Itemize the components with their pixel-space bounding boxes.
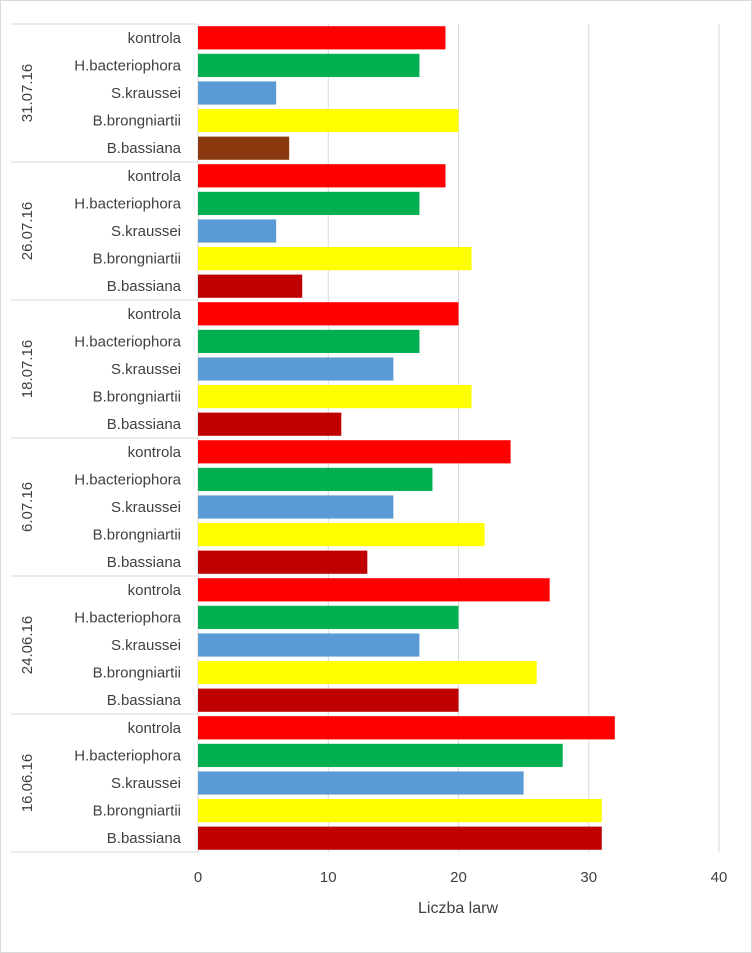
- category-label: kontrola: [128, 444, 182, 461]
- category-label: B.brongniartii: [93, 389, 181, 406]
- bar: [198, 247, 472, 271]
- bar: [198, 523, 485, 547]
- bar: [198, 605, 459, 629]
- category-label: B.brongniartii: [93, 113, 181, 130]
- category-label: H.bacteriophora: [74, 195, 181, 212]
- group-date-label: 18.07.16: [19, 340, 36, 398]
- bar: [198, 219, 277, 243]
- x-tick-label: 30: [580, 869, 597, 886]
- category-label: H.bacteriophora: [74, 333, 181, 350]
- bar: [198, 412, 342, 436]
- category-label: H.bacteriophora: [74, 471, 181, 488]
- bar: [198, 440, 511, 464]
- category-label: S.kraussei: [111, 361, 181, 378]
- category-label: S.kraussei: [111, 85, 181, 102]
- bar: [198, 495, 394, 519]
- bar: [198, 81, 277, 105]
- bar: [198, 771, 524, 795]
- bar: [198, 550, 368, 574]
- group-date-label: 31.07.16: [19, 64, 36, 122]
- bar: [198, 357, 394, 381]
- category-label: kontrola: [128, 306, 182, 323]
- category-label: B.bassiana: [107, 554, 182, 571]
- bar: [198, 53, 420, 77]
- bar: [198, 164, 446, 188]
- category-label: B.bassiana: [107, 416, 182, 433]
- category-label: H.bacteriophora: [74, 57, 181, 74]
- x-tick-label: 40: [711, 869, 728, 886]
- category-label: kontrola: [128, 30, 182, 47]
- category-labels: kontrola H.bacteriophora S.kraussei B.brong…: [74, 30, 181, 847]
- category-label: B.brongniartii: [93, 251, 181, 268]
- category-label: kontrola: [128, 720, 182, 737]
- bar: [198, 136, 290, 160]
- category-label: S.kraussei: [111, 223, 181, 240]
- category-label: B.bassiana: [107, 278, 182, 295]
- bar: [198, 329, 420, 353]
- bar: [198, 661, 537, 685]
- x-axis-ticks: 0 10 20 30 40: [194, 869, 728, 886]
- category-label: B.bassiana: [107, 830, 182, 847]
- category-label: B.bassiana: [107, 692, 182, 709]
- bar: [198, 467, 433, 491]
- category-label: B.bassiana: [107, 140, 182, 157]
- x-tick-label: 0: [194, 869, 202, 886]
- category-label: H.bacteriophora: [74, 609, 181, 626]
- bar: [198, 826, 602, 850]
- bar: [198, 688, 459, 712]
- x-tick-label: 20: [450, 869, 467, 886]
- group-date-label: 24.06.16: [19, 616, 36, 674]
- bar: [198, 109, 459, 133]
- group-labels: 31.07.16 26.07.16 18.07.16 6.07.16 24.06.16 1…: [19, 64, 36, 812]
- bar: [198, 385, 472, 409]
- bar: [198, 716, 615, 740]
- category-label: S.kraussei: [111, 637, 181, 654]
- bar: [198, 633, 420, 657]
- group-date-label: 16.06.16: [19, 754, 36, 812]
- bar: [198, 191, 420, 215]
- group-date-label: 6.07.16: [19, 482, 36, 532]
- bar: [198, 578, 550, 602]
- bar: [198, 743, 563, 767]
- category-label: kontrola: [128, 582, 182, 599]
- group-separators: [11, 23, 199, 853]
- category-label: kontrola: [128, 168, 182, 185]
- category-label: S.kraussei: [111, 775, 181, 792]
- group-date-label: 26.07.16: [19, 202, 36, 260]
- x-axis-title: Liczba larw: [418, 900, 498, 917]
- category-label: B.brongniartii: [93, 803, 181, 820]
- bar: [198, 302, 459, 326]
- category-label: S.kraussei: [111, 499, 181, 516]
- bar: [198, 26, 446, 50]
- bars: [198, 26, 615, 850]
- bar: [198, 799, 602, 823]
- x-tick-label: 10: [320, 869, 337, 886]
- category-label: B.brongniartii: [93, 665, 181, 682]
- bar: [198, 274, 303, 298]
- category-label: H.bacteriophora: [74, 747, 181, 764]
- category-label: B.brongniartii: [93, 527, 181, 544]
